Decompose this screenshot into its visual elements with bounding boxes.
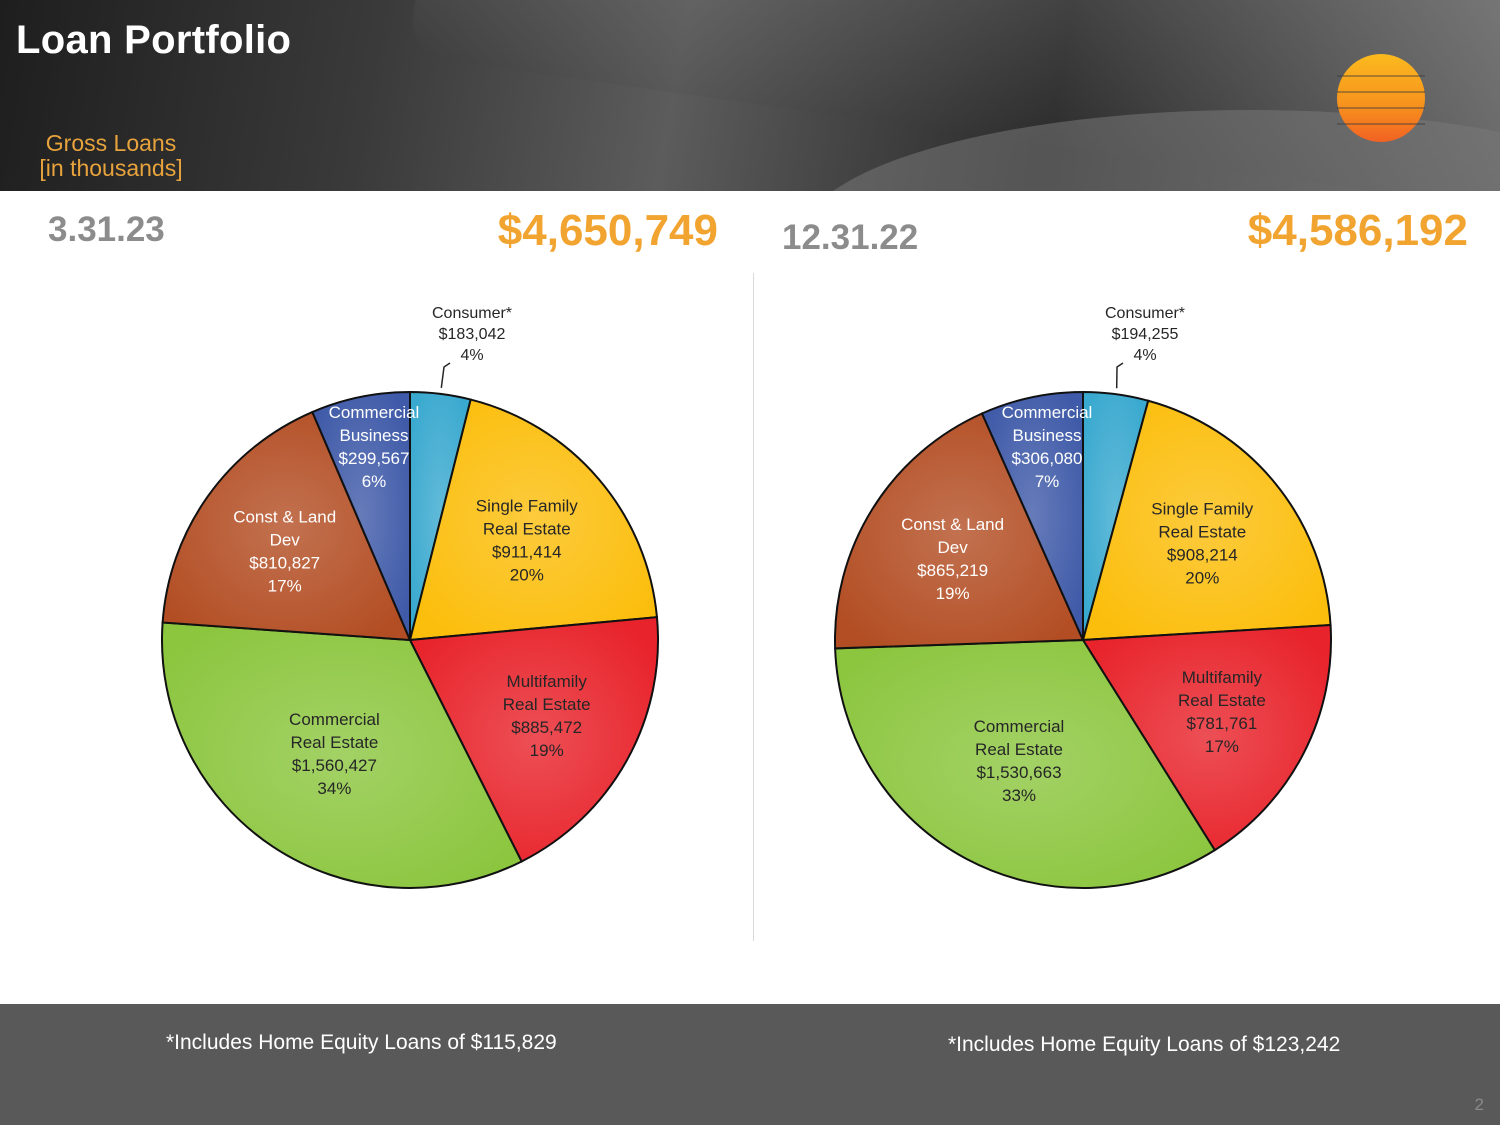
leader-line — [440, 362, 451, 388]
slice-label-single-family-real-estate: Single Family Real Estate $908,214 20% — [1151, 500, 1254, 588]
slice-label-commercial-real-estate: Commercial Real Estate $1,530,663 33% — [974, 717, 1065, 805]
pie-slice-const-land-dev — [834, 412, 1085, 650]
leader-line — [1115, 362, 1124, 389]
header-banner: Loan Portfolio Gross Loans [in thousands… — [0, 0, 1500, 191]
total-label-left: $4,650,749 — [497, 206, 718, 255]
pie-slice-multifamily-real-estate — [408, 616, 659, 863]
pie-slice-commercial-business — [311, 390, 411, 641]
subtitle-line: [in thousands] — [39, 155, 183, 181]
pie-slice-const-land-dev — [161, 410, 412, 642]
page-title: Loan Portfolio — [16, 18, 292, 62]
chart-divider — [753, 273, 754, 941]
sun-logo-icon — [1310, 54, 1452, 142]
subtitle-line: Gross Loans — [45, 130, 177, 156]
slice-label-const-land-dev: Const & Land Dev $865,219 19% — [901, 515, 1004, 603]
slice-label-commercial-real-estate: Commercial Real Estate $1,560,427 34% — [289, 710, 380, 798]
pie-slice-commercial-real-estate — [834, 638, 1217, 889]
footnote-left: *Includes Home Equity Loans of $115,829 — [166, 1031, 557, 1054]
pie-slice-single-family-real-estate — [408, 398, 659, 642]
pie-slice-single-family-real-estate — [1081, 399, 1332, 642]
slice-label-multifamily-real-estate: Multifamily Real Estate $781,761 17% — [1178, 668, 1266, 756]
pie-chart-right: Consumer* $194,255 4% Single Family Real Est… — [834, 305, 1332, 889]
pie-slice-commercial-real-estate — [161, 621, 523, 889]
total-label-right: $4,586,192 — [1247, 206, 1468, 255]
period-label-right: 12.31.22 — [782, 218, 919, 257]
page-number: 2 — [1474, 1095, 1484, 1114]
period-label-left: 3.31.23 — [48, 210, 165, 249]
pie-chart-left: Consumer* $183,042 4% Single Family Real Est… — [161, 305, 659, 889]
slice-label-const-land-dev: Const & Land Dev $810,827 17% — [233, 507, 336, 595]
slice-label-commercial-business: Commercial Business $299,567 6% — [329, 403, 420, 491]
pie-slice-commercial-business — [980, 390, 1084, 641]
pie-slice-multifamily-real-estate — [1081, 623, 1332, 852]
slice-label-single-family-real-estate: Single Family Real Estate $911,414 20% — [476, 497, 579, 585]
footnote-right: *Includes Home Equity Loans of $123,242 — [948, 1033, 1341, 1056]
slice-label-consumer: Consumer* $183,042 4% — [432, 305, 512, 364]
slice-label-multifamily-real-estate: Multifamily Real Estate $885,472 19% — [503, 672, 591, 760]
chart-subtitle: Gross Loans [in thousands] — [28, 131, 194, 181]
slice-label-consumer: Consumer* $194,255 4% — [1105, 305, 1185, 364]
slice-label-commercial-business: Commercial Business $306,080 7% — [1002, 403, 1093, 491]
footer-bar: *Includes Home Equity Loans of $115,829 … — [0, 1004, 1500, 1125]
